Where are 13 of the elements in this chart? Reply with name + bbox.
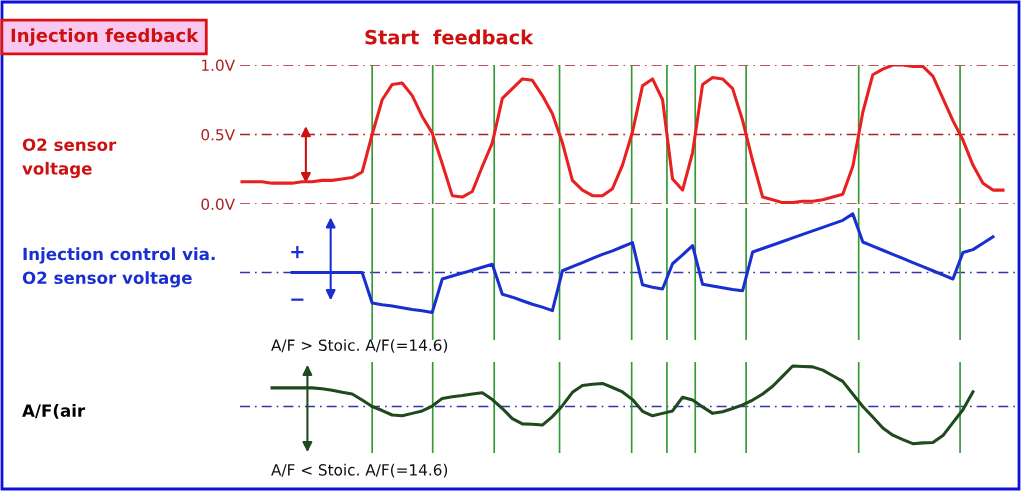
y-axis-title: O2 sensor voltage xyxy=(22,138,117,179)
annotation: + xyxy=(291,246,304,259)
chart-title: Injection feedback xyxy=(11,28,199,46)
y-axis-title: Injection control via. O2 sensor voltage xyxy=(22,247,215,288)
text: Start feedback xyxy=(365,29,534,45)
y-tick-label: 1.0V xyxy=(202,59,236,72)
line-series xyxy=(240,65,1005,204)
y-tick-label: 0.0V xyxy=(201,198,236,211)
annotation: − xyxy=(291,298,304,301)
text: A/F > Stoic. A/F(=14.6) xyxy=(271,339,448,353)
y-tick-label: 0.5V xyxy=(201,128,236,141)
y-axis-title: A/F(air xyxy=(22,403,86,419)
text: A/F < Stoic. A/F(=14.6) xyxy=(271,463,448,478)
